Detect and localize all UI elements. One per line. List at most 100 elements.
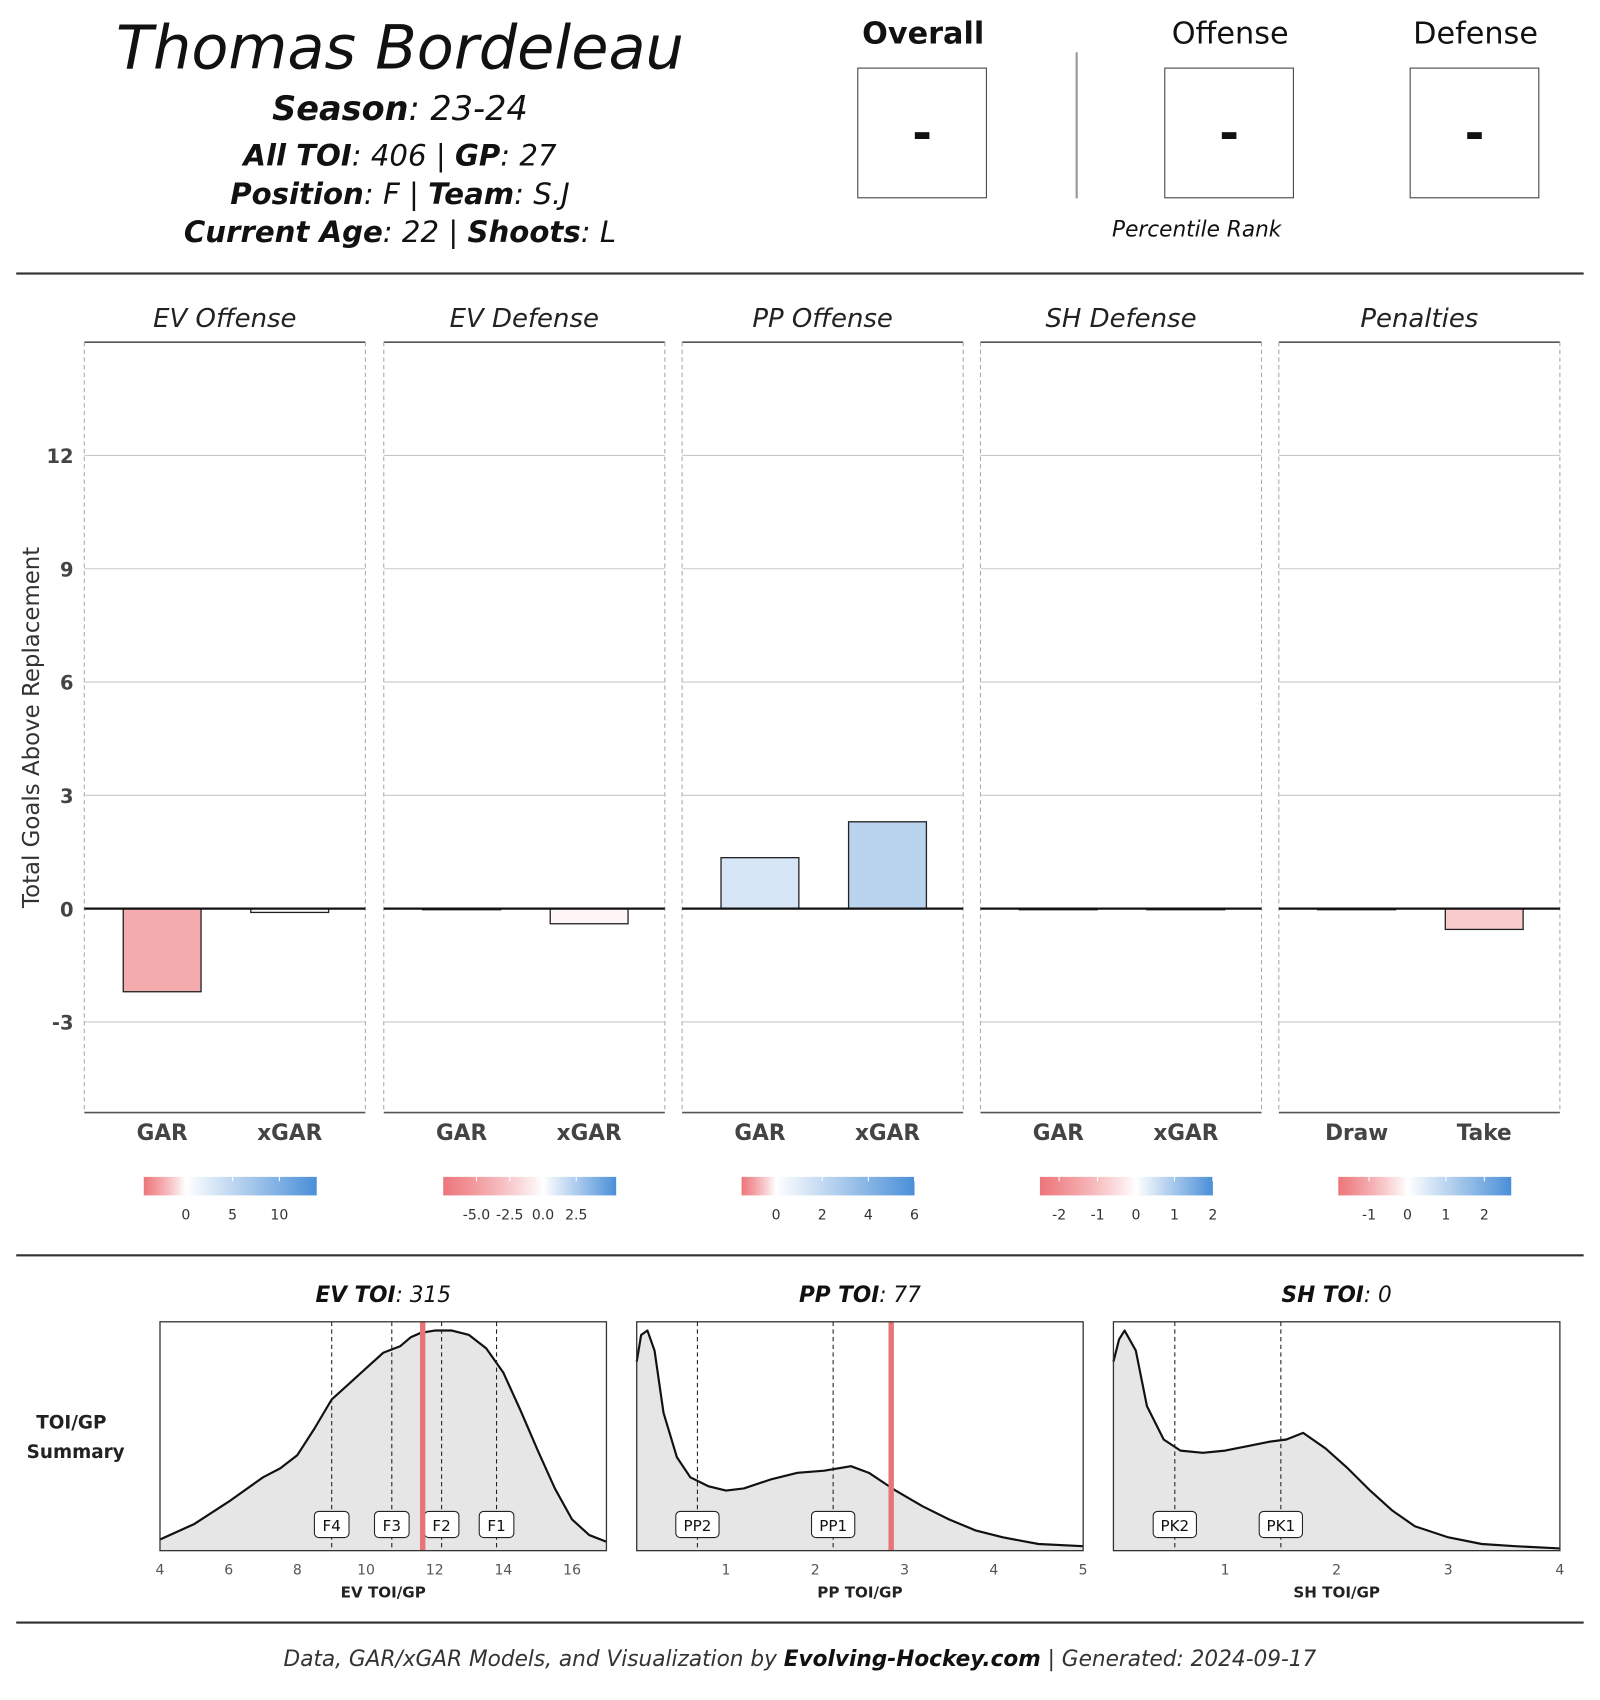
- colorbar-tick-label: 2.5: [565, 1207, 587, 1223]
- toi-panel-frame: [636, 1321, 1084, 1552]
- shoots-value: L: [599, 215, 617, 250]
- x-category-label: GAR: [137, 1121, 188, 1146]
- overall-label: Overall: [862, 15, 985, 52]
- y-tick-label: 12: [46, 445, 73, 468]
- toi-panel-pp-toi: PP TOI: 77 PP2 PP1 1 2 3 4 5 PP TOI/GP: [635, 1283, 1088, 1602]
- colorbar: [1039, 1176, 1213, 1196]
- toi-title-label: PP TOI: [799, 1283, 879, 1308]
- tier-marker-box: [1152, 1510, 1197, 1539]
- colorbar-tick-label: -5.0: [463, 1207, 490, 1223]
- toi-x-tick-label: 8: [293, 1563, 302, 1579]
- toi-panel-title: PP TOI: 77: [799, 1283, 921, 1308]
- overall-percentile-box: -: [857, 67, 987, 199]
- tier-marker-label: PK1: [1267, 1517, 1296, 1535]
- tier-marker-box: [675, 1510, 720, 1539]
- bar-xgar: [549, 907, 629, 925]
- colorbar-tick-label: 0: [772, 1207, 781, 1223]
- season-value: 23-24: [430, 89, 528, 129]
- toi-x-tick-label: 6: [224, 1563, 233, 1579]
- colorbar-tick-label: 6: [910, 1207, 919, 1223]
- toi-panel-sh-toi: SH TOI: 0 PK2 PK1 1 2 3 4 SH TOI/GP: [1112, 1283, 1564, 1602]
- toi-panel-title: EV TOI: 315: [315, 1283, 451, 1308]
- colorbar-tick-label: 2: [1208, 1207, 1217, 1223]
- gar-chart: Total Goals Above Replacement -3 0 3 6 9 12 EV …: [19, 304, 1561, 1223]
- panel-sh-defense: SH Defense GAR xGAR -2 -1 0 1 2: [979, 304, 1263, 1223]
- y-tick-label: -3: [52, 1012, 74, 1035]
- panel-ev-defense: EV Defense GAR xGAR -5.0 -2.5 0.0 2.5: [383, 304, 666, 1223]
- colorbar-tick-label: 2: [818, 1207, 827, 1223]
- bar-xgar: [847, 821, 928, 910]
- bar-gar: [122, 907, 202, 993]
- position-team-line: Position: F | Team: S.J: [230, 177, 570, 212]
- footer-credit: Data, GAR/xGAR Models, and Visualization…: [283, 1645, 1317, 1672]
- defense-percentile-box: -: [1409, 67, 1540, 199]
- toi-x-tick-label: 5: [1079, 1563, 1088, 1579]
- tier-marker-box: [1258, 1510, 1304, 1539]
- age-shoots-line: Current Age: 22 | Shoots: L: [183, 215, 617, 250]
- y-tick-label: 3: [60, 785, 74, 808]
- panel-title: EV Defense: [450, 304, 599, 334]
- bar-gar: [720, 857, 800, 910]
- row-label-summary: Summary: [27, 1442, 125, 1463]
- colorbar-tick-label: -1: [1362, 1207, 1376, 1223]
- y-tick-label: 9: [60, 558, 74, 581]
- density-line: [635, 1329, 1084, 1548]
- panel-title: SH Defense: [1045, 304, 1196, 334]
- toi-x-tick-label: 14: [494, 1563, 512, 1579]
- bar-take: [1444, 907, 1524, 931]
- toi-x-tick-label: 4: [989, 1563, 998, 1579]
- panel-pp-offense: PP Offense GAR xGAR 0 2 4 6: [681, 304, 964, 1223]
- tier-marker-box: [478, 1510, 515, 1539]
- density-line: [1112, 1329, 1560, 1550]
- colorbar-tick-label: 4: [864, 1207, 873, 1223]
- toi-x-axis-title: PP TOI/GP: [817, 1583, 902, 1601]
- toi-x-tick-label: 16: [563, 1563, 581, 1579]
- tier-marker-box: [313, 1510, 350, 1539]
- x-category-label: GAR: [436, 1121, 487, 1146]
- tier-marker-label: F2: [432, 1517, 450, 1535]
- colorbar-tick-label: 2: [1480, 1207, 1489, 1223]
- x-category-label: xGAR: [257, 1121, 322, 1146]
- toi-x-tick-label: 3: [1444, 1563, 1453, 1579]
- colorbar-tick-label: 0: [1132, 1207, 1141, 1223]
- footer-site: Evolving-Hockey.com: [783, 1645, 1041, 1672]
- panel-title: EV Offense: [153, 304, 296, 334]
- colorbar: [741, 1176, 915, 1196]
- team-value: S.J: [533, 177, 570, 212]
- toi-x-axis-title: SH TOI/GP: [1293, 1583, 1380, 1601]
- percentile-rank-note: Percentile Rank: [1112, 215, 1282, 242]
- toi-gp-line: All TOI: 406 | GP: 27: [243, 139, 557, 174]
- density-line: [159, 1329, 607, 1543]
- divider-bottom: [16, 1621, 1584, 1624]
- x-category-label: Draw: [1325, 1121, 1388, 1146]
- divider-middle: [16, 1254, 1584, 1256]
- toi-title-label: SH TOI: [1282, 1283, 1364, 1308]
- toi-title-value: : 77: [879, 1283, 921, 1308]
- toi-x-tick-label: 4: [156, 1563, 165, 1579]
- toi-x-tick-label: 2: [1332, 1563, 1341, 1579]
- colorbar-tick-label: 0.0: [532, 1207, 554, 1223]
- age-value: 22: [401, 215, 440, 250]
- colorbar: [143, 1176, 317, 1196]
- y-tick-label: 0: [60, 898, 74, 921]
- colorbar-tick-label: -2.5: [496, 1207, 523, 1223]
- x-category-label: xGAR: [855, 1121, 920, 1146]
- offense-label: Offense: [1171, 15, 1289, 52]
- tier-marker-box: [373, 1510, 410, 1539]
- x-category-label: Take: [1457, 1121, 1512, 1146]
- toi-x-tick-label: 2: [811, 1563, 820, 1579]
- colorbar-tick-label: 0: [1403, 1207, 1412, 1223]
- x-category-label: xGAR: [557, 1121, 622, 1146]
- toi-x-tick-label: 10: [357, 1563, 375, 1579]
- y-axis-title: Total Goals Above Replacement: [19, 547, 45, 909]
- percentile-divider: [1075, 52, 1078, 199]
- player-name: Thomas Bordeleau: [116, 13, 684, 84]
- panel-penalties: Penalties Draw Take -1 0 1 2: [1278, 304, 1561, 1223]
- colorbar: [1338, 1176, 1512, 1196]
- toi-x-tick-label: 3: [900, 1563, 909, 1579]
- toi-panel-frame: [159, 1321, 608, 1552]
- toi-panel-frame: [1112, 1321, 1561, 1552]
- season-line: Season: 23-24: [272, 89, 528, 129]
- x-category-label: GAR: [734, 1121, 785, 1146]
